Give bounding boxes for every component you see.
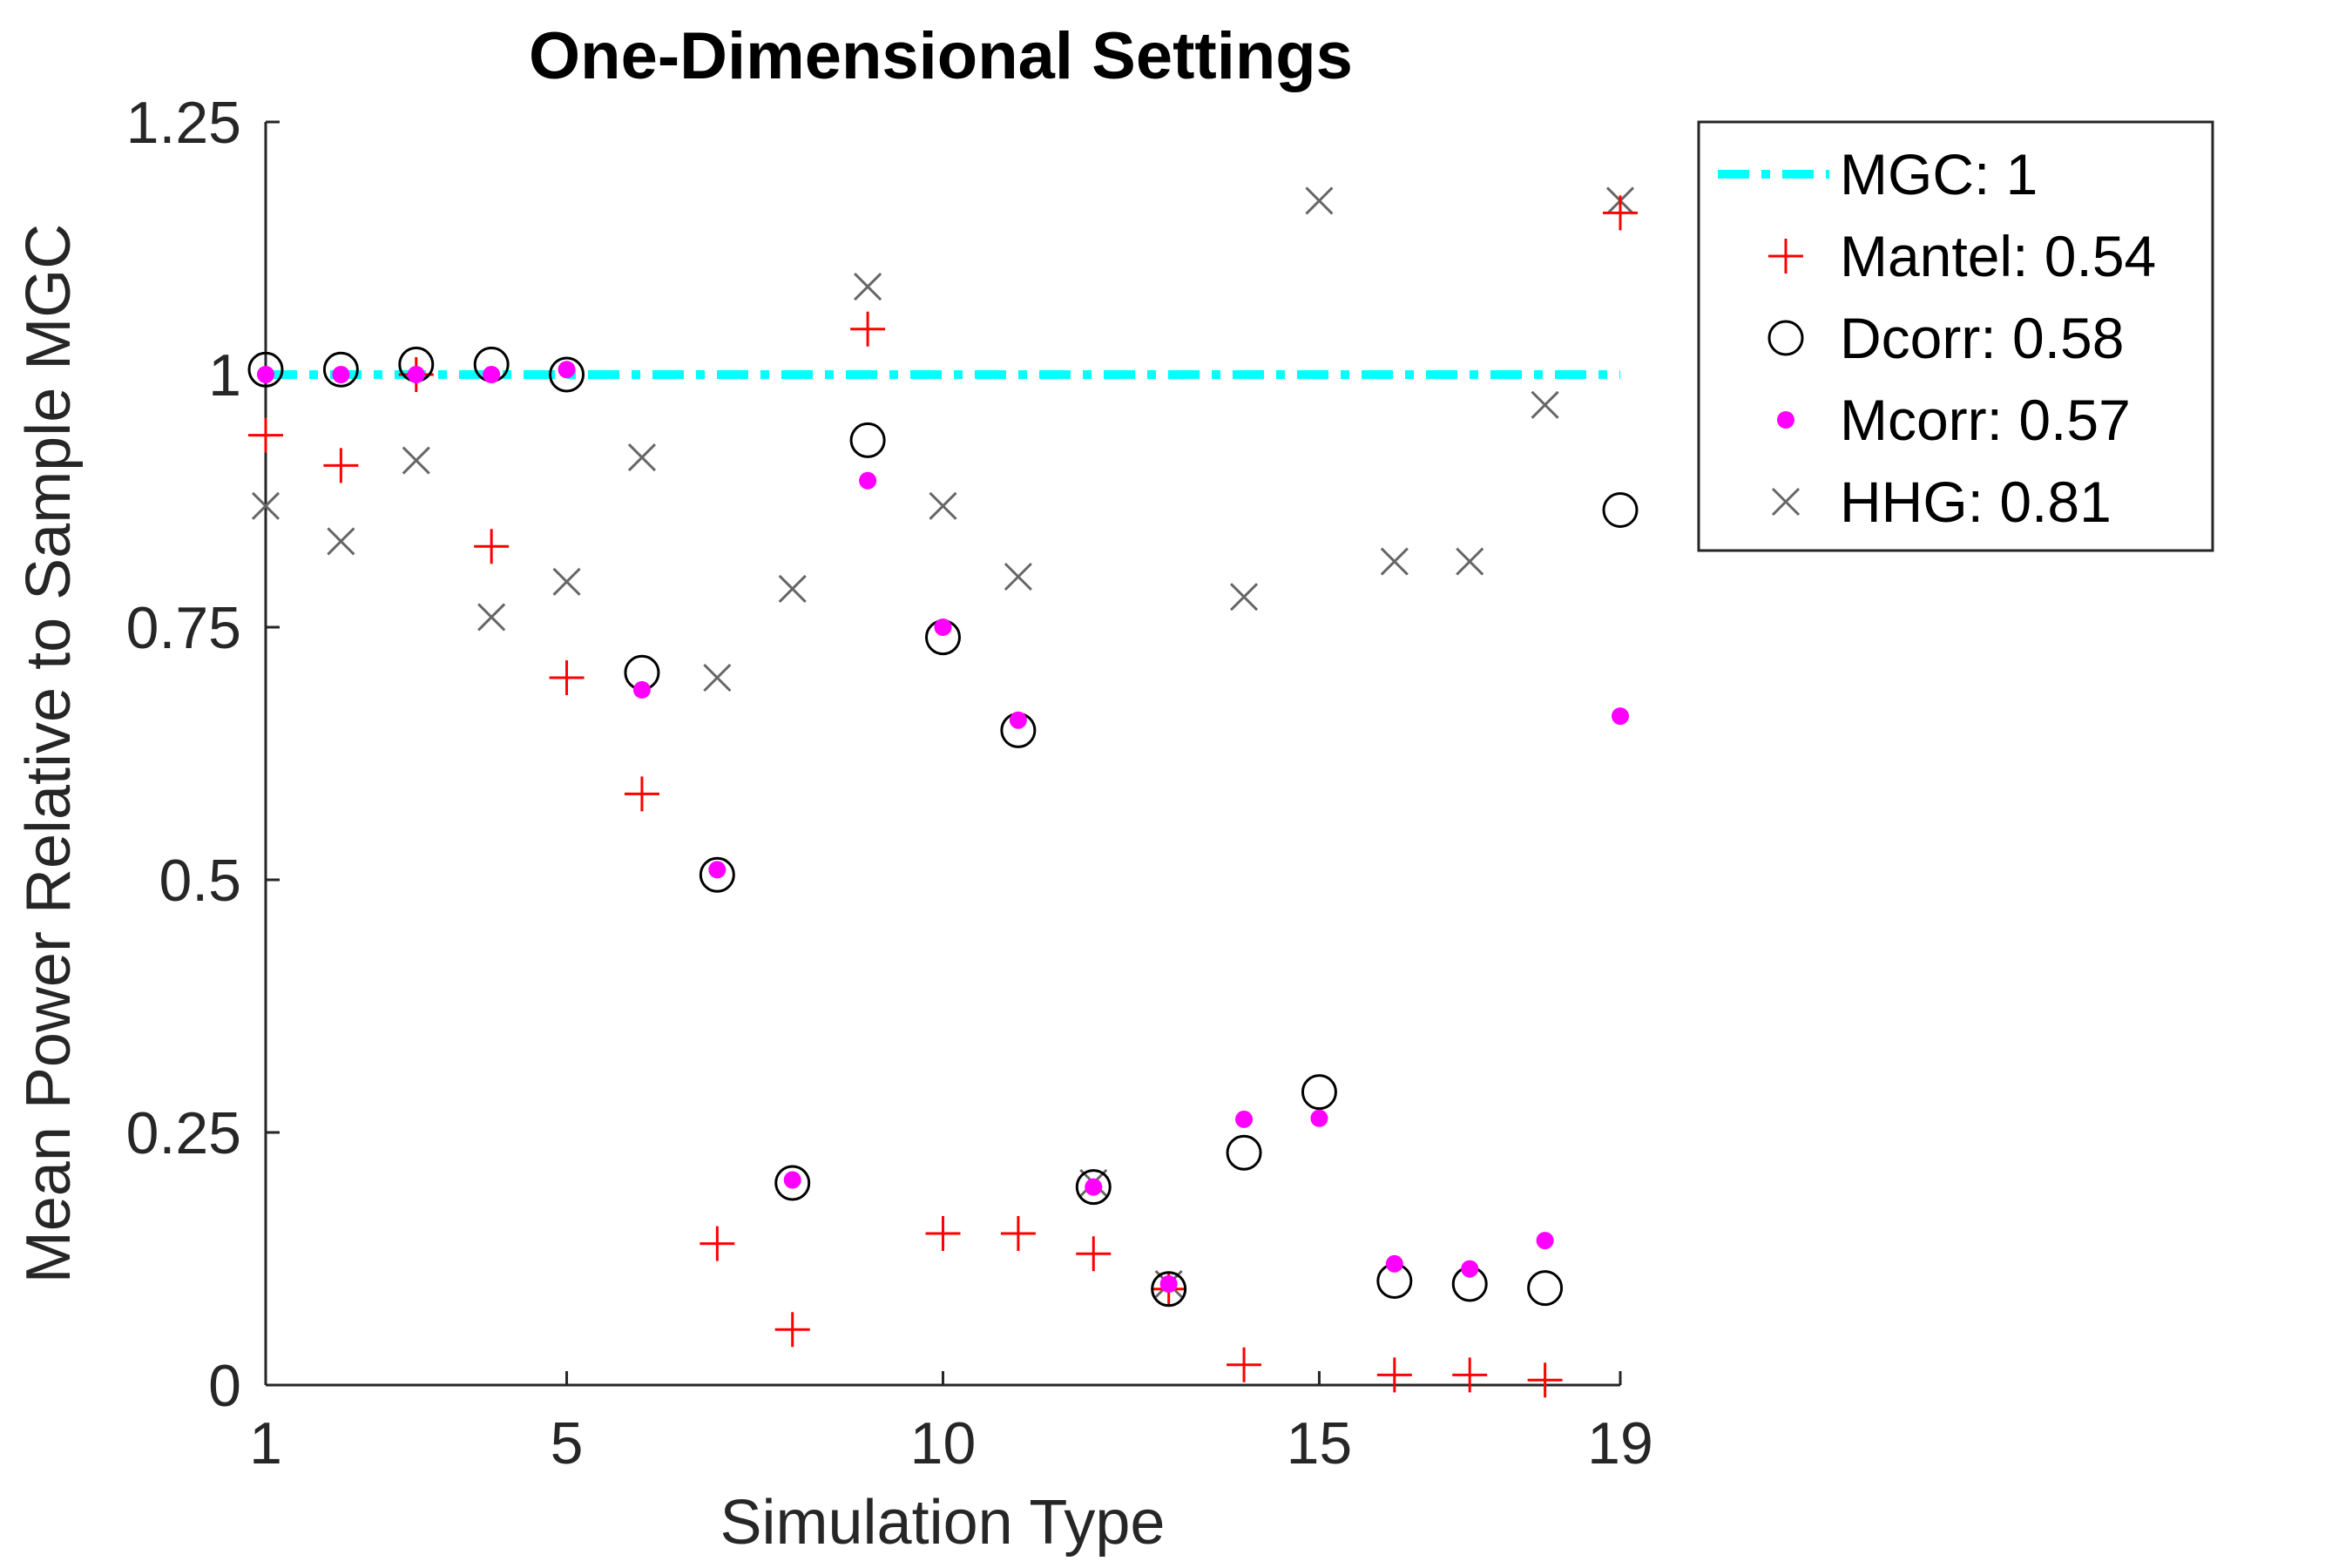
legend-items: MGC: 1 Mantel: 0.54 Dcorr: 0.58 Mcorr: 0.57… [1718, 142, 2156, 534]
mantel-point [1076, 1236, 1112, 1272]
mantel-point [1527, 1362, 1563, 1398]
y-tick-label: 0 [208, 1353, 241, 1419]
mcorr-point [783, 1171, 801, 1189]
y-tick-label: 0.25 [126, 1100, 241, 1166]
mcorr-point [1461, 1260, 1479, 1278]
legend-label-dcorr: Dcorr: 0.58 [1840, 306, 2124, 370]
mcorr-point [1159, 1275, 1178, 1293]
hhg-point [627, 443, 657, 472]
mcorr-point [934, 618, 952, 636]
mantel-point [925, 1216, 961, 1251]
y-tick-label: 1.25 [126, 90, 241, 156]
mcorr-point [558, 361, 576, 379]
mantel-point [1000, 1216, 1036, 1251]
hhg-point [552, 567, 581, 596]
mcorr-point [483, 366, 501, 383]
mantel-point [1603, 195, 1638, 231]
dcorr-point [1602, 491, 1639, 528]
hhg-point [402, 446, 430, 475]
dcorr-point [1151, 1271, 1187, 1308]
y-tick-label: 1 [208, 342, 241, 409]
legend-swatch-hhg [1771, 487, 1801, 517]
mcorr-point [1612, 707, 1629, 726]
hhg-point [477, 603, 506, 632]
dcorr-point [1527, 1270, 1564, 1307]
mcorr-point [1235, 1110, 1254, 1128]
legend-swatch-mcorr [1777, 411, 1794, 429]
hhg-point [778, 574, 807, 603]
mantel-point [850, 311, 886, 347]
x-tick-label: 5 [551, 1410, 584, 1477]
y-tick-label: 0.5 [159, 848, 241, 914]
hhg-point [327, 527, 355, 556]
dcorr-point [1075, 1169, 1112, 1206]
mcorr-point [632, 680, 651, 699]
legend: MGC: 1 Mantel: 0.54 Dcorr: 0.58 Mcorr: 0.57… [1697, 120, 2214, 552]
y-axis-label: Mean Power Relative to Sample MGC [14, 224, 84, 1283]
dcorr-point [774, 1165, 811, 1201]
x-tick-label: 19 [1587, 1410, 1653, 1477]
legend-label-mantel: Mantel: 0.54 [1840, 224, 2156, 288]
mcorr-point [1385, 1254, 1403, 1273]
legend-label-mcorr: Mcorr: 0.57 [1840, 388, 2131, 452]
chart-title: One-Dimensional Settings [529, 19, 1353, 93]
x-tick-label: 15 [1287, 1410, 1353, 1477]
hhg-point [854, 273, 882, 301]
data-marks [247, 186, 1639, 1398]
mcorr-point [332, 366, 350, 383]
mcorr-point [1009, 711, 1027, 729]
legend-label-mgc: MGC: 1 [1840, 142, 2038, 206]
mantel-point [1452, 1357, 1488, 1393]
x-tick-label: 1 [249, 1410, 282, 1477]
mcorr-point [859, 471, 877, 490]
dcorr-point [322, 351, 359, 388]
mcorr-point [1310, 1109, 1328, 1127]
mantel-point [700, 1226, 735, 1261]
mantel-point [774, 1312, 810, 1348]
mantel-point [549, 660, 585, 695]
x-axis-label: Simulation Type [720, 1488, 1166, 1558]
hhg-point [1305, 186, 1334, 215]
hhg-point [1004, 562, 1032, 591]
dcorr-point [247, 351, 284, 388]
mcorr-point [257, 366, 274, 383]
dcorr-point [1301, 1074, 1337, 1111]
hhg-point [1380, 547, 1409, 576]
hhg-point [251, 491, 280, 520]
mantel-point [624, 776, 659, 812]
hhg-point [929, 491, 957, 520]
mantel-point [1376, 1357, 1412, 1393]
mcorr-point [708, 861, 727, 879]
hhg-point [1456, 547, 1484, 576]
mcorr-point [407, 366, 425, 383]
legend-swatch-dcorr [1767, 320, 1804, 356]
hhg-point [1531, 390, 1559, 419]
dcorr-point [1226, 1134, 1262, 1171]
legend-label-hhg: HHG: 0.81 [1840, 470, 2112, 534]
y-ticks: 0 0.25 0.5 0.75 1 1.25 [126, 90, 280, 1419]
mantel-point [1227, 1347, 1262, 1382]
y-tick-label: 0.75 [126, 595, 241, 661]
hhg-point [703, 663, 732, 693]
mantel-point [323, 448, 359, 483]
dcorr-point [549, 356, 585, 393]
dcorr-point [849, 422, 886, 458]
legend-box [1697, 120, 2214, 552]
hhg-point [1229, 583, 1259, 612]
x-tick-label: 10 [910, 1410, 977, 1477]
dcorr-point [699, 856, 735, 893]
mcorr-point [1085, 1178, 1103, 1196]
mantel-point [474, 529, 510, 564]
x-ticks: 1 5 10 15 19 [249, 1371, 1653, 1477]
mantel-point [248, 417, 283, 453]
mcorr-point [1536, 1232, 1554, 1250]
legend-swatch-mantel [1768, 239, 1803, 274]
